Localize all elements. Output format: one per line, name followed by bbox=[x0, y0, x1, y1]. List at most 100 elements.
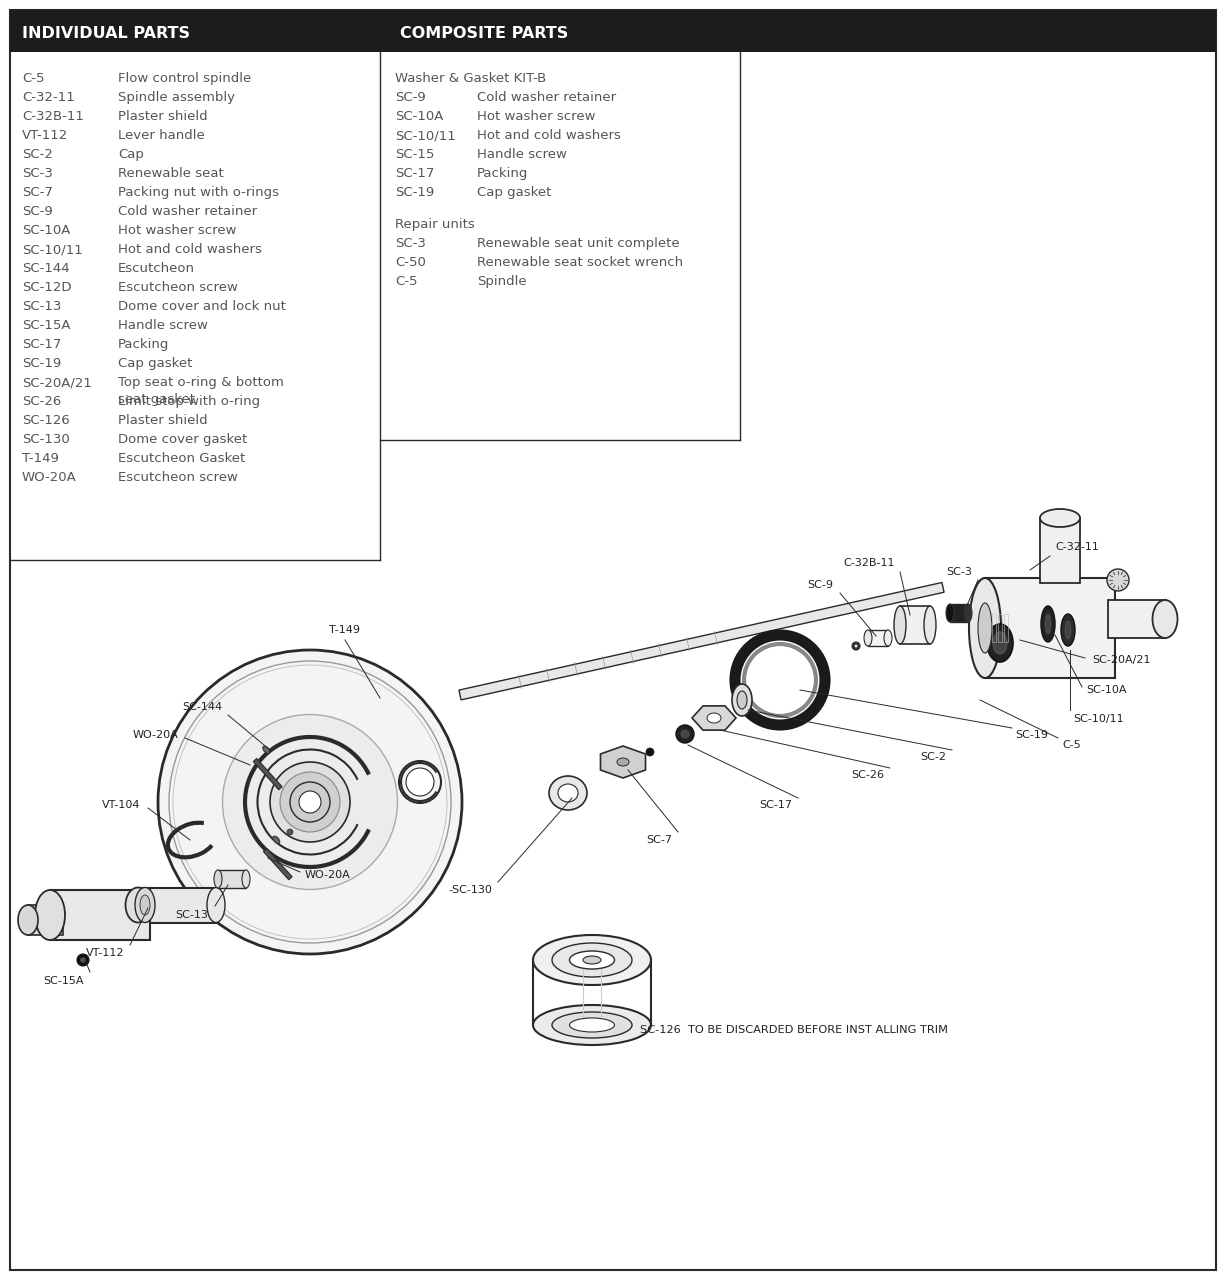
Ellipse shape bbox=[737, 691, 747, 709]
Ellipse shape bbox=[1060, 614, 1075, 646]
Text: Packing: Packing bbox=[477, 166, 528, 180]
Text: VT-112: VT-112 bbox=[86, 948, 124, 957]
Text: Spindle: Spindle bbox=[477, 275, 527, 288]
Text: SC-10/11: SC-10/11 bbox=[22, 243, 82, 256]
Ellipse shape bbox=[646, 748, 653, 756]
Text: C-5: C-5 bbox=[22, 72, 44, 84]
Ellipse shape bbox=[215, 870, 222, 888]
Text: SC-2: SC-2 bbox=[22, 148, 53, 161]
Text: C-32B-11: C-32B-11 bbox=[22, 110, 83, 123]
Ellipse shape bbox=[552, 943, 631, 977]
Ellipse shape bbox=[894, 605, 906, 644]
Text: C-5: C-5 bbox=[395, 275, 418, 288]
Ellipse shape bbox=[533, 934, 651, 986]
Text: COMPOSITE PARTS: COMPOSITE PARTS bbox=[400, 26, 568, 41]
Text: SC-9: SC-9 bbox=[807, 580, 832, 590]
Ellipse shape bbox=[680, 730, 689, 739]
Ellipse shape bbox=[864, 630, 872, 646]
Text: WO-20A: WO-20A bbox=[22, 471, 77, 484]
Text: SC-130: SC-130 bbox=[22, 433, 70, 445]
Bar bbox=[868, 630, 888, 646]
Ellipse shape bbox=[1041, 605, 1056, 643]
Text: Escutcheon screw: Escutcheon screw bbox=[118, 282, 238, 294]
Ellipse shape bbox=[617, 758, 629, 765]
Text: Top seat o-ring & bottom: Top seat o-ring & bottom bbox=[118, 376, 284, 389]
Ellipse shape bbox=[18, 905, 38, 934]
Text: SC-10A: SC-10A bbox=[1086, 685, 1127, 695]
Bar bbox=[1040, 518, 1080, 582]
Text: Cap: Cap bbox=[118, 148, 143, 161]
Ellipse shape bbox=[584, 956, 601, 964]
Ellipse shape bbox=[125, 887, 151, 923]
Text: SC-10A: SC-10A bbox=[395, 110, 444, 123]
Text: Hot and cold washers: Hot and cold washers bbox=[477, 129, 620, 142]
Text: SC-9: SC-9 bbox=[395, 91, 425, 104]
Text: Plaster shield: Plaster shield bbox=[118, 110, 207, 123]
Text: SC-15: SC-15 bbox=[395, 148, 434, 161]
Text: SC-7: SC-7 bbox=[646, 835, 672, 845]
Ellipse shape bbox=[732, 684, 752, 716]
Ellipse shape bbox=[924, 605, 935, 644]
Ellipse shape bbox=[1065, 621, 1072, 639]
Text: Escutcheon: Escutcheon bbox=[118, 262, 195, 275]
Ellipse shape bbox=[946, 604, 954, 622]
Text: Packing nut with o-rings: Packing nut with o-rings bbox=[118, 186, 280, 198]
Text: Escutcheon screw: Escutcheon screw bbox=[118, 471, 238, 484]
Text: Cap gasket: Cap gasket bbox=[118, 357, 192, 370]
Ellipse shape bbox=[570, 1018, 614, 1032]
Text: seat gasket: seat gasket bbox=[118, 393, 195, 406]
Text: Flow control spindle: Flow control spindle bbox=[118, 72, 251, 84]
Bar bbox=[459, 582, 944, 700]
Text: VT-104: VT-104 bbox=[102, 800, 140, 810]
Ellipse shape bbox=[969, 579, 1000, 678]
Text: INDIVIDUAL PARTS: INDIVIDUAL PARTS bbox=[22, 26, 190, 41]
Text: SC-3: SC-3 bbox=[946, 567, 972, 577]
Text: SC-19: SC-19 bbox=[395, 186, 434, 198]
Text: WO-20A: WO-20A bbox=[305, 870, 351, 881]
Ellipse shape bbox=[222, 714, 397, 890]
Text: SC-13: SC-13 bbox=[175, 910, 208, 920]
Text: Washer & Gasket KIT-B: Washer & Gasket KIT-B bbox=[395, 72, 547, 84]
Text: C-32B-11: C-32B-11 bbox=[843, 558, 895, 568]
Ellipse shape bbox=[964, 604, 972, 622]
Text: C-5: C-5 bbox=[1062, 740, 1081, 750]
Text: Renewable seat: Renewable seat bbox=[118, 166, 224, 180]
Text: SC-144: SC-144 bbox=[22, 262, 70, 275]
Text: SC-3: SC-3 bbox=[395, 237, 425, 251]
Ellipse shape bbox=[270, 762, 349, 842]
Bar bbox=[900, 605, 931, 644]
Text: SC-10/11: SC-10/11 bbox=[1073, 714, 1123, 724]
Ellipse shape bbox=[1107, 570, 1129, 591]
Polygon shape bbox=[601, 746, 646, 778]
Ellipse shape bbox=[158, 650, 462, 954]
Ellipse shape bbox=[533, 1005, 651, 1044]
Text: Hot washer screw: Hot washer screw bbox=[118, 224, 237, 237]
Ellipse shape bbox=[884, 630, 893, 646]
Ellipse shape bbox=[552, 1012, 631, 1038]
Text: Limit stop with o-ring: Limit stop with o-ring bbox=[118, 396, 260, 408]
Text: Dome cover and lock nut: Dome cover and lock nut bbox=[118, 300, 286, 314]
Text: -SC-130: -SC-130 bbox=[449, 884, 492, 895]
Text: SC-17: SC-17 bbox=[759, 800, 792, 810]
Text: Dome cover gasket: Dome cover gasket bbox=[118, 433, 248, 445]
Ellipse shape bbox=[36, 890, 65, 940]
Text: Hot and cold washers: Hot and cold washers bbox=[118, 243, 262, 256]
Ellipse shape bbox=[855, 645, 857, 648]
Text: T-149: T-149 bbox=[330, 625, 360, 635]
Text: SC-7: SC-7 bbox=[22, 186, 53, 198]
Text: SC-10A: SC-10A bbox=[22, 224, 70, 237]
Text: SC-13: SC-13 bbox=[22, 300, 61, 314]
Text: Packing: Packing bbox=[118, 338, 169, 351]
Bar bbox=[50, 890, 150, 940]
Ellipse shape bbox=[852, 643, 859, 650]
Bar bbox=[28, 905, 63, 934]
Text: SC-10/11: SC-10/11 bbox=[395, 129, 456, 142]
Text: Cold washer retainer: Cold washer retainer bbox=[118, 205, 257, 218]
Ellipse shape bbox=[262, 746, 270, 754]
Text: Escutcheon Gasket: Escutcheon Gasket bbox=[118, 452, 245, 465]
Text: C-50: C-50 bbox=[395, 256, 425, 269]
Ellipse shape bbox=[707, 713, 721, 723]
Ellipse shape bbox=[242, 870, 250, 888]
Ellipse shape bbox=[676, 724, 694, 742]
Bar bbox=[950, 604, 969, 622]
